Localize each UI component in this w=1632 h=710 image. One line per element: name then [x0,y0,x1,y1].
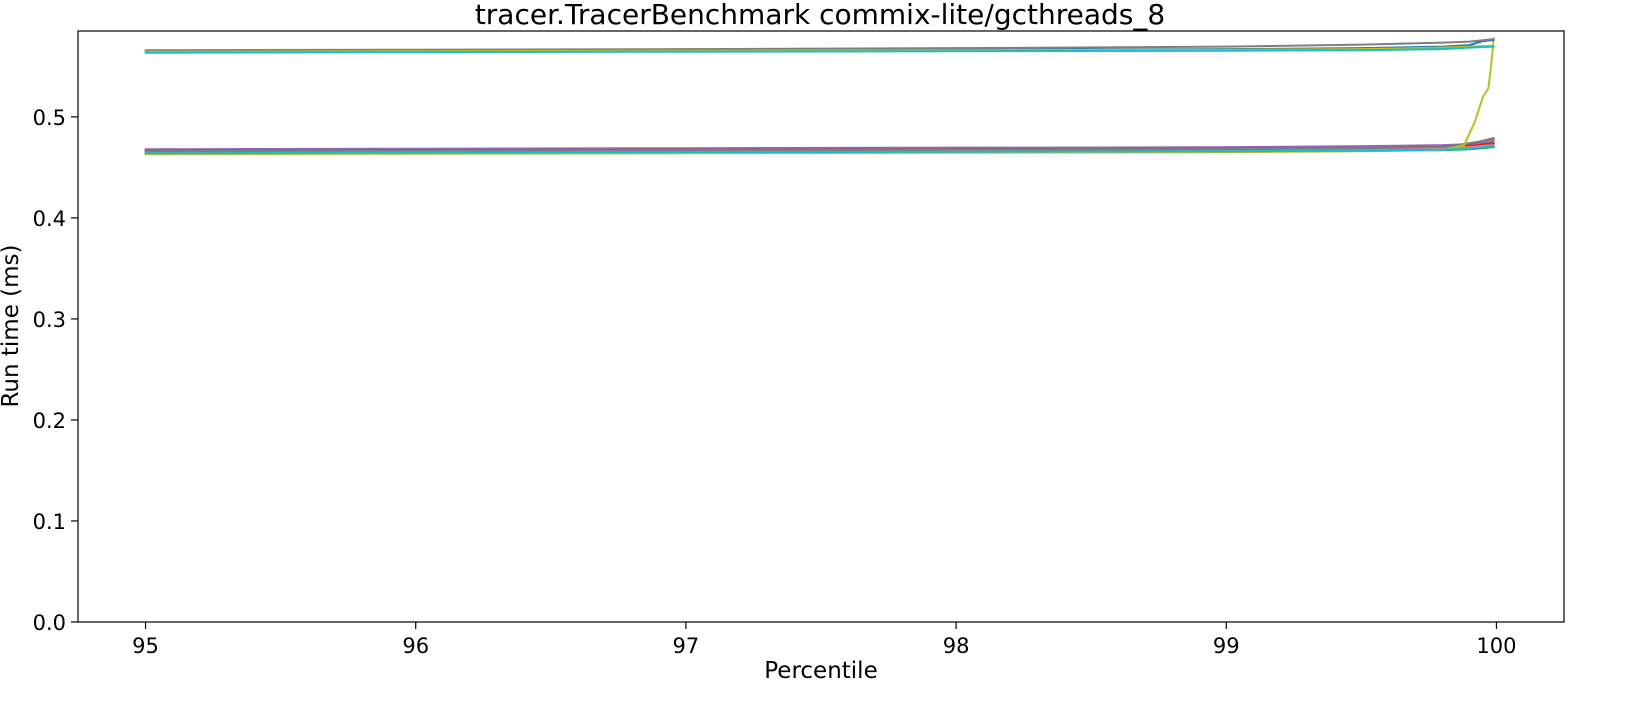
plot-area [144,37,1495,156]
y-tick-label: 0.4 [33,207,66,231]
x-tick-label: 100 [1476,634,1516,658]
x-tick-label: 95 [132,634,159,658]
x-tick-label: 98 [943,634,970,658]
x-axis: 95 96 97 98 99 100 [132,622,1517,658]
x-tick-label: 99 [1213,634,1240,658]
series-line-10 [144,145,1495,155]
y-tick-label: 0.5 [33,106,66,130]
y-tick-label: 0.2 [33,409,66,433]
series-line-8 [144,138,1495,153]
y-tick-label: 0.1 [33,510,66,534]
series-line-9 [144,37,1495,156]
y-axis: 0.0 0.1 0.2 0.3 0.4 0.5 [33,106,78,635]
chart-title: tracer.TracerBenchmark commix-lite/gcthr… [475,0,1165,31]
x-axis-label: Percentile [764,658,877,684]
y-tick-label: 0.3 [33,308,66,332]
y-tick-label: 0.0 [33,611,66,635]
series-line-13 [144,44,1495,53]
x-tick-label: 96 [402,634,429,658]
axes-frame [77,30,1565,623]
series-line-12 [144,38,1495,52]
x-tick-label: 97 [673,634,700,658]
series-line-14 [144,45,1495,54]
y-axis-label: Run time (ms) [0,244,24,407]
